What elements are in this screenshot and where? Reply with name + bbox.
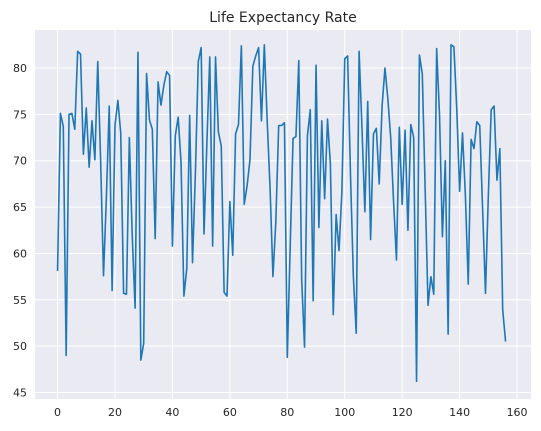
y-tick-label: 75: [13, 108, 27, 121]
y-tick-label: 80: [13, 62, 27, 75]
x-axis-ticks: 0 20 40 60 80 100 120 140 160: [54, 406, 528, 419]
y-tick-label: 45: [13, 387, 27, 400]
y-tick-label: 55: [13, 294, 27, 307]
chart-title: Life Expectancy Rate: [209, 10, 357, 26]
plot-area: [35, 30, 531, 399]
x-tick-label: 160: [507, 406, 528, 419]
y-tick-label: 60: [13, 247, 27, 260]
x-tick-label: 20: [108, 406, 122, 419]
x-tick-label: 80: [280, 406, 294, 419]
x-tick-label: 0: [54, 406, 61, 419]
y-tick-label: 70: [13, 155, 27, 168]
y-axis-ticks: 45 50 55 60 65 70 75 80: [13, 62, 27, 399]
y-tick-label: 65: [13, 201, 27, 214]
x-tick-label: 140: [449, 406, 470, 419]
y-tick-label: 50: [13, 340, 27, 353]
series-line: [56, 44, 507, 383]
x-tick-label: 60: [223, 406, 237, 419]
x-tick-label: 120: [392, 406, 413, 419]
x-tick-label: 100: [334, 406, 355, 419]
x-tick-label: 40: [165, 406, 179, 419]
